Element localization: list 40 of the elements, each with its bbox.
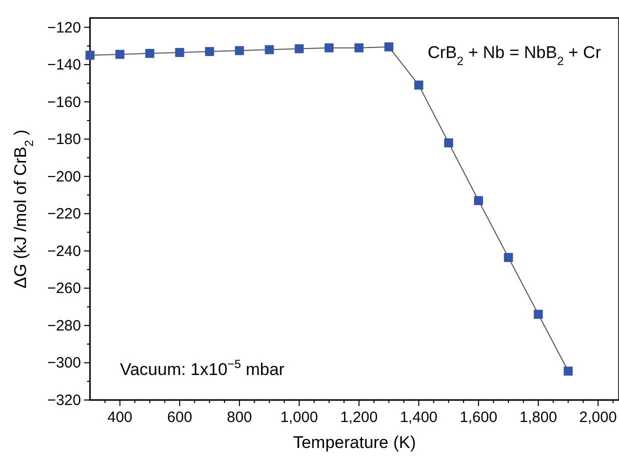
point: [324, 43, 334, 52]
y-tick-label: −140: [47, 56, 81, 74]
x-tick-label: 1,200: [340, 409, 378, 426]
point: [444, 138, 454, 148]
y-tick-label: −200: [47, 168, 81, 186]
point: [474, 196, 484, 206]
y-tick-label: −120: [47, 19, 81, 36]
y-tick-label: −320: [47, 392, 81, 409]
point: [294, 44, 304, 54]
x-tick-label: 1,400: [400, 409, 438, 426]
x-axis-title: Temperature (K): [293, 433, 416, 452]
annotation: Vacuum: 1x10$^{−5}$ mbar: [120, 357, 285, 379]
y-tick-label: −300: [47, 354, 81, 372]
x-tick-label: 1,000: [280, 409, 318, 426]
y-tick-label: −160: [47, 94, 81, 111]
annotation: CrB$_{2}$ + Nb = NbB$_{2}$ + Cr: [428, 43, 602, 68]
point: [414, 80, 424, 90]
x-tick-label: 2,000: [579, 409, 617, 426]
point: [115, 50, 124, 59]
point: [264, 45, 274, 54]
point: [504, 252, 513, 262]
y-tick-label: −220: [47, 206, 81, 223]
y-tick-label: −240: [47, 242, 81, 260]
x-tick-label: 1,800: [520, 409, 558, 426]
x-tick-label: 400: [107, 409, 132, 426]
point: [534, 310, 543, 319]
x-tick-label: 600: [167, 409, 192, 426]
point: [234, 46, 244, 56]
y-tick-label: −180: [47, 131, 81, 148]
y-tick-label: −260: [47, 280, 81, 298]
point: [175, 48, 184, 57]
x-tick-label: 1,600: [460, 409, 498, 426]
point: [86, 50, 94, 60]
point: [205, 47, 214, 56]
point: [384, 42, 394, 52]
point: [564, 366, 573, 376]
x-tick-label: 800: [226, 409, 252, 426]
point: [354, 43, 364, 52]
point: [145, 48, 154, 58]
y-tick-label: −280: [47, 317, 81, 334]
